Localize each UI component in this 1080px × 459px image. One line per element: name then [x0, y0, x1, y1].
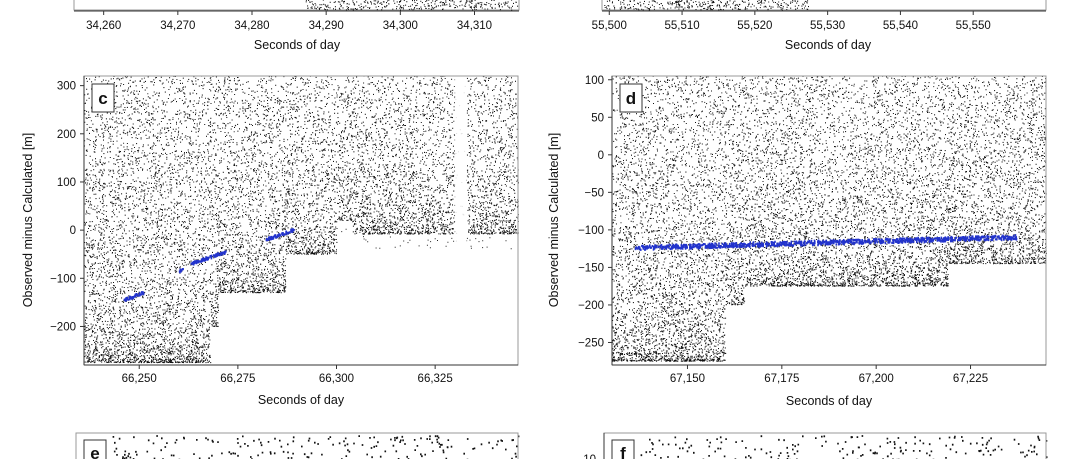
x-tick-label: 55,510	[664, 20, 699, 32]
panel-e-label: e	[90, 444, 99, 459]
panel-a-x-axis-label: Seconds of day	[254, 38, 341, 52]
panel-d: 67,150 67,175 67,200 67,225 100 50 0 −50 −100 −1…	[547, 75, 1047, 408]
panel-d-label-box	[619, 83, 643, 113]
noise-points	[947, 75, 1047, 265]
y-tick-label: −200	[50, 321, 76, 333]
y-tick-label: −100	[50, 273, 76, 285]
x-tick-label: 67,200	[859, 373, 894, 385]
signal-track	[265, 228, 295, 242]
x-tick-label: 55,550	[956, 20, 991, 32]
panel-b-frame	[601, 0, 1047, 11]
panel-e: e	[75, 432, 520, 459]
x-tick-label: 66,275	[220, 373, 255, 385]
panel-e-label-box	[83, 439, 107, 459]
signal-track	[634, 234, 1018, 251]
panel-a: 34,260 34,270 34,280 34,290 34,300 34,310 Sec…	[73, 0, 520, 52]
panel-f: 10 f	[583, 432, 1048, 459]
y-tick-label: 0	[598, 150, 604, 162]
y-tick-label: −50	[584, 187, 604, 199]
panel-c-frame	[83, 75, 519, 366]
panel-f-label: f	[620, 444, 626, 459]
x-tick-label: 55,530	[810, 20, 845, 32]
noise-points	[604, 0, 809, 11]
x-tick-label: 34,260	[86, 20, 121, 32]
noise-points	[218, 76, 287, 294]
x-tick-label: 66,300	[319, 373, 354, 385]
noise-points	[640, 435, 1048, 459]
y-tick-label: −150	[578, 262, 604, 274]
panel-d-y-axis-label: Observed minus Calculated [m]	[547, 133, 561, 307]
signal-track	[123, 291, 145, 302]
x-tick-label: 67,225	[953, 373, 988, 385]
noise-points	[210, 75, 220, 327]
x-tick-label: 67,175	[764, 373, 799, 385]
panel-c-label: c	[98, 89, 107, 108]
panel-a-frame	[73, 0, 520, 11]
x-tick-label: 34,280	[234, 20, 269, 32]
noise-points	[84, 75, 212, 364]
x-tick-label: 67,150	[670, 373, 705, 385]
panel-c-x-axis-label: Seconds of day	[258, 393, 345, 407]
y-tick-label: −100	[578, 225, 604, 237]
noise-points	[612, 75, 727, 362]
y-tick-label: 100	[585, 75, 604, 87]
panel-e-frame	[75, 432, 519, 459]
x-tick-label: 66,250	[122, 373, 157, 385]
noise-points	[285, 75, 338, 255]
y-tick-label: 100	[57, 177, 76, 189]
x-tick-label: 34,270	[160, 20, 195, 32]
y-tick-label: 0	[70, 225, 76, 237]
panel-b-x-axis-label: Seconds of day	[785, 38, 872, 52]
panel-f-label-box	[611, 439, 635, 459]
sparse-noise-points	[84, 75, 519, 250]
noise-points	[305, 0, 519, 11]
panel-d-label: d	[626, 89, 636, 108]
x-tick-label: 55,520	[737, 20, 772, 32]
signal-track	[178, 268, 184, 274]
x-tick-label: 66,325	[418, 373, 453, 385]
panel-c-y-axis-label: Observed minus Calculated [m]	[21, 133, 35, 307]
y-tick-label: 50	[591, 112, 604, 124]
data-gap	[454, 76, 467, 365]
y-tick-label: −200	[578, 300, 604, 312]
panel-d-x-axis-label: Seconds of day	[786, 394, 873, 408]
y-tick-label: −250	[578, 337, 604, 349]
noise-points	[112, 435, 520, 459]
panel-b: 55,500 55,510 55,520 55,530 55,540 55,550 Sec…	[592, 0, 1047, 52]
panel-c-label-box	[91, 83, 115, 113]
noise-points	[744, 75, 949, 287]
noise-points	[336, 75, 354, 222]
x-tick-label: 55,540	[883, 20, 918, 32]
x-tick-label: 55,500	[592, 20, 627, 32]
noise-points	[352, 75, 456, 235]
signal-track	[190, 250, 227, 266]
y-tick-label: 300	[57, 81, 76, 93]
noise-points	[725, 76, 746, 306]
x-tick-label: 34,310	[457, 20, 492, 32]
x-tick-label: 34,300	[383, 20, 418, 32]
x-tick-label: 34,290	[309, 20, 344, 32]
y-tick-label: 200	[57, 129, 76, 141]
panel-f-y-tick-label: 10	[583, 454, 596, 459]
panel-c: 66,250 66,275 66,300 66,325 300 200 100 0 −100 −…	[21, 75, 519, 407]
